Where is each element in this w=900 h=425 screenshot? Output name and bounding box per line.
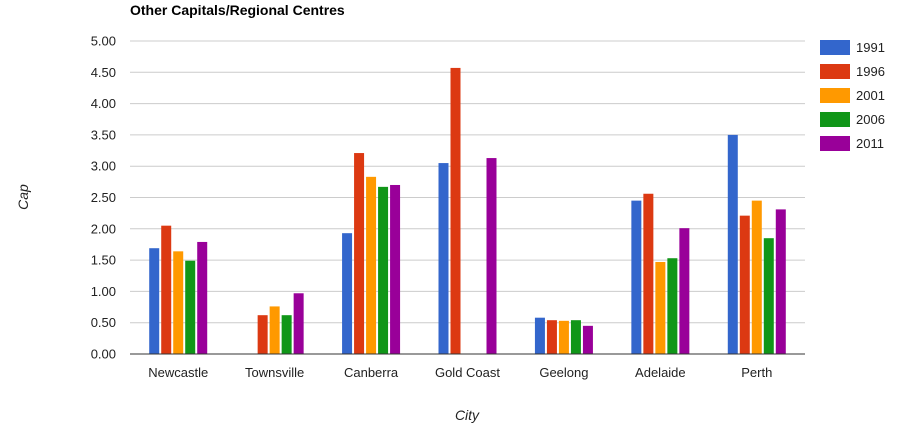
bar-1991[interactable] <box>342 233 353 354</box>
y-tick-label: 4.00 <box>91 96 116 111</box>
x-tick-label: Canberra <box>344 365 399 380</box>
legend-item-1996[interactable]: 1996 <box>820 64 885 79</box>
bars <box>149 67 786 354</box>
bar-2011[interactable] <box>293 293 304 354</box>
bar-2001[interactable] <box>655 261 666 354</box>
x-tick-label: Townsville <box>245 365 304 380</box>
bar-group-geelong <box>534 317 593 354</box>
bar-2006[interactable] <box>570 320 581 354</box>
bar-2011[interactable] <box>775 209 786 354</box>
x-tick-label: Perth <box>741 365 772 380</box>
bar-1996[interactable] <box>257 315 268 354</box>
bar-1996[interactable] <box>739 215 750 354</box>
y-tick-label: 0.00 <box>91 347 116 362</box>
bar-1996[interactable] <box>354 153 365 354</box>
bar-group-newcastle <box>149 225 208 354</box>
legend-swatch <box>820 112 850 127</box>
y-tick-label: 1.00 <box>91 284 116 299</box>
bar-2011[interactable] <box>486 158 497 354</box>
legend-label: 2006 <box>856 112 885 127</box>
legend-label: 1996 <box>856 64 885 79</box>
y-tick-label: 2.00 <box>91 221 116 236</box>
bar-1996[interactable] <box>643 193 654 354</box>
legend-swatch <box>820 88 850 103</box>
bar-group-canberra <box>342 153 401 354</box>
bar-group-adelaide <box>631 193 690 354</box>
bar-1996[interactable] <box>450 67 461 354</box>
legend-swatch <box>820 136 850 151</box>
bar-group-townsville <box>257 293 304 354</box>
legend-label: 2001 <box>856 88 885 103</box>
legend-item-1991[interactable]: 1991 <box>820 40 885 55</box>
bar-2001[interactable] <box>269 306 280 354</box>
x-tick-label: Geelong <box>539 365 588 380</box>
bar-2011[interactable] <box>390 184 401 354</box>
bar-2001[interactable] <box>366 176 377 354</box>
bar-2001[interactable] <box>173 251 184 354</box>
bar-2006[interactable] <box>763 238 774 354</box>
bar-1991[interactable] <box>534 317 545 354</box>
y-axis-tick-labels: 0.00 0.50 1.00 1.50 2.00 2.50 3.00 3.50 4.00 4.50… <box>91 34 116 362</box>
x-axis-title: City <box>455 407 480 423</box>
legend-label: 1991 <box>856 40 885 55</box>
y-tick-label: 0.50 <box>91 315 116 330</box>
bar-2006[interactable] <box>281 315 292 354</box>
x-tick-label: Gold Coast <box>435 365 500 380</box>
bar-1991[interactable] <box>149 248 160 354</box>
legend-item-2011[interactable]: 2011 <box>820 136 884 151</box>
bar-group-perth <box>727 134 786 354</box>
bar-2006[interactable] <box>185 260 196 354</box>
y-tick-label: 3.00 <box>91 159 116 174</box>
legend-item-2006[interactable]: 2006 <box>820 112 885 127</box>
x-tick-label: Adelaide <box>635 365 686 380</box>
x-tick-label: Newcastle <box>148 365 208 380</box>
legend: 1991 1996 2001 2006 2011 <box>820 40 885 151</box>
chart-title: Other Capitals/Regional Centres <box>130 2 345 18</box>
x-axis-tick-labels: Newcastle Townsville Canberra Gold Coast Gee… <box>148 365 772 380</box>
bar-2011[interactable] <box>197 241 208 354</box>
y-tick-label: 5.00 <box>91 34 116 49</box>
y-tick-label: 1.50 <box>91 253 116 268</box>
legend-label: 2011 <box>856 136 884 151</box>
y-tick-label: 3.50 <box>91 127 116 142</box>
bar-group-gold-coast <box>438 67 497 354</box>
bar-1991[interactable] <box>727 134 738 354</box>
bar-2011[interactable] <box>679 228 690 354</box>
bar-1996[interactable] <box>546 320 557 354</box>
bar-2011[interactable] <box>582 325 593 354</box>
bar-2001[interactable] <box>558 320 569 354</box>
bar-1996[interactable] <box>161 225 172 354</box>
bar-1991[interactable] <box>631 200 642 354</box>
bar-2006[interactable] <box>378 186 389 354</box>
legend-swatch <box>820 40 850 55</box>
bar-2006[interactable] <box>667 258 678 354</box>
y-tick-label: 4.50 <box>91 65 116 80</box>
legend-item-2001[interactable]: 2001 <box>820 88 885 103</box>
legend-swatch <box>820 64 850 79</box>
bar-1991[interactable] <box>438 163 449 354</box>
bar-2001[interactable] <box>751 200 762 354</box>
y-axis-title: Cap <box>15 184 31 210</box>
y-tick-label: 2.50 <box>91 190 116 205</box>
gridlines <box>130 40 805 324</box>
